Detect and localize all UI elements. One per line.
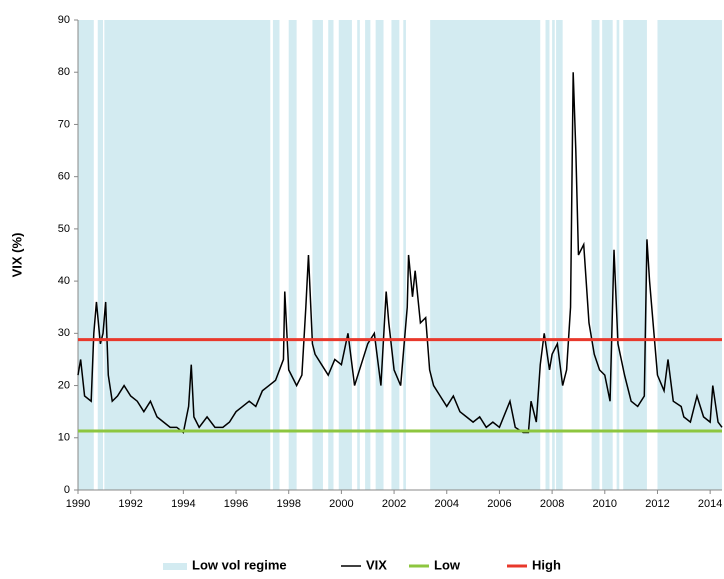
regime-band (78, 20, 94, 490)
y-tick-label: 0 (64, 484, 70, 496)
y-tick-label: 70 (58, 118, 70, 130)
y-tick-label: 20 (58, 379, 70, 391)
y-tick-label: 60 (58, 171, 70, 183)
x-tick-label: 2000 (329, 498, 353, 510)
y-tick-label: 30 (58, 327, 70, 339)
x-tick-label: 1990 (66, 498, 90, 510)
regime-band (104, 20, 271, 490)
regime-band (272, 20, 280, 490)
regime-band (97, 20, 104, 490)
x-tick-label: 2014 (698, 498, 722, 510)
x-tick-label: 2008 (540, 498, 564, 510)
regime-band (545, 20, 550, 490)
regime-band (552, 20, 555, 490)
regime-band (657, 20, 722, 490)
regime-band (357, 20, 360, 490)
regime-band (591, 20, 600, 490)
legend-swatch (163, 563, 187, 570)
regime-band (616, 20, 620, 490)
x-tick-label: 2010 (593, 498, 617, 510)
x-tick-label: 2004 (435, 498, 459, 510)
y-tick-label: 80 (58, 66, 70, 78)
regime-band (288, 20, 297, 490)
legend-label: Low vol regime (192, 557, 287, 572)
legend-label: Low (434, 557, 461, 572)
series-line (77, 72, 723, 434)
x-tick-label: 1994 (171, 498, 195, 510)
y-tick-label: 90 (58, 14, 70, 26)
regime-band (338, 20, 352, 490)
regime-band (556, 20, 563, 490)
y-tick-label: 10 (58, 432, 70, 444)
regime-band (375, 20, 384, 490)
regime-band (312, 20, 323, 490)
x-tick-label: 2012 (645, 498, 669, 510)
x-tick-label: 1998 (276, 498, 300, 510)
x-tick-label: 2006 (487, 498, 511, 510)
regime-band (430, 20, 541, 490)
x-tick-label: 1996 (224, 498, 248, 510)
y-tick-label: 40 (58, 275, 70, 287)
regime-band (328, 20, 334, 490)
legend-label: VIX (366, 557, 387, 572)
x-tick-label: 2002 (382, 498, 406, 510)
regime-band (403, 20, 406, 490)
regime-band (365, 20, 371, 490)
regime-band (623, 20, 647, 490)
legend-label: High (532, 557, 561, 572)
regime-band (391, 20, 400, 490)
x-tick-label: 1992 (118, 498, 142, 510)
regime-band (602, 20, 613, 490)
y-axis-label: VIX (%) (9, 233, 24, 278)
y-tick-label: 50 (58, 223, 70, 235)
